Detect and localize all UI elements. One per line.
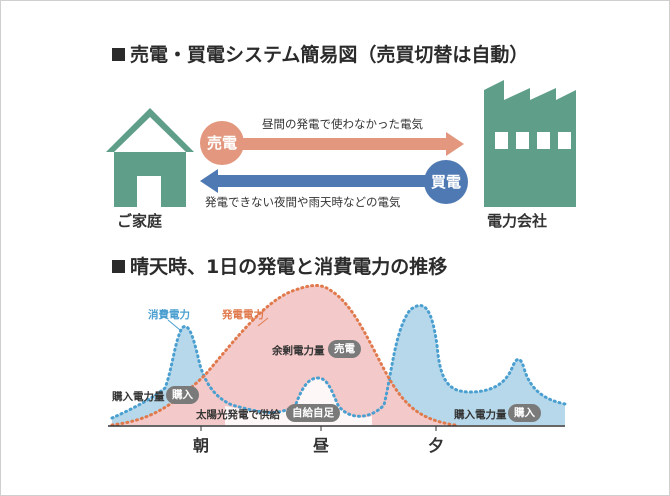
factory-icon xyxy=(484,80,576,207)
bullet-square-icon xyxy=(112,48,125,61)
sell-arrow-icon xyxy=(224,132,464,156)
time-label-evening: 夕 xyxy=(428,436,445,455)
legend-consumption: 消費電力 xyxy=(148,309,190,321)
company-label: 電力会社 xyxy=(487,212,548,230)
surplus-badge: 売電 xyxy=(328,340,361,358)
self-supply-label: 太陽光発電で供給 xyxy=(196,409,280,421)
bullet-square-icon xyxy=(112,260,125,273)
purchase-label-evening: 購入電力量 xyxy=(454,409,507,421)
sell-badge: 売電 xyxy=(200,121,244,165)
purchase-label-morning: 購入電力量 xyxy=(112,391,165,403)
legend-generation: 発電電力 xyxy=(222,309,264,321)
system-diagram-title: 売電・買電システム簡易図（売買切替は自動） xyxy=(112,40,528,67)
purchase-badge-morning: 購入 xyxy=(166,386,199,404)
generation-leader xyxy=(257,317,269,327)
time-label-morning: 朝 xyxy=(193,436,210,455)
transition-chart-title-text: 晴天時、1日の発電と消費電力の推移 xyxy=(130,256,448,278)
purchase-badge-evening: 購入 xyxy=(508,404,541,422)
consumption-line xyxy=(110,304,567,420)
generation-line xyxy=(110,284,457,427)
sell-description: 昼間の発電で使わなかった電気 xyxy=(262,117,423,131)
buy-badge: 買電 xyxy=(424,160,468,204)
buy-arrow-icon xyxy=(200,169,440,193)
home-label: ご家庭 xyxy=(117,212,163,230)
self-supply-badge: 自給自足 xyxy=(286,404,340,422)
time-label-noon: 昼 xyxy=(313,436,330,455)
surplus-label: 余剰電力量 xyxy=(272,345,325,357)
consumption-leader xyxy=(167,319,181,331)
buy-description: 発電できない夜間や雨天時などの電気 xyxy=(205,195,401,209)
system-diagram-title-text: 売電・買電システム簡易図（売買切替は自動） xyxy=(130,44,529,66)
house-icon xyxy=(106,108,194,207)
consumption-area xyxy=(112,305,565,425)
transition-chart-title: 晴天時、1日の発電と消費電力の推移 xyxy=(112,252,447,279)
